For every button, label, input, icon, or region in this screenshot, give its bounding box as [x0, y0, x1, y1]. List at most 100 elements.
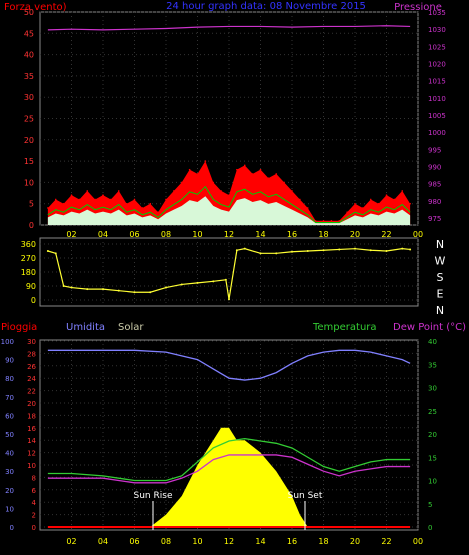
wind-direction-point — [149, 291, 152, 294]
time-tick-label: 00 — [413, 537, 423, 546]
wind-tick-label: 50 — [24, 8, 34, 17]
rain-tick-label: 8 — [32, 474, 36, 482]
time-tick-label: 02 — [66, 230, 76, 239]
rain-tick-label: 28 — [27, 350, 36, 358]
wind-point — [62, 202, 65, 205]
solar-area — [150, 427, 308, 527]
top-panel-data — [47, 25, 411, 225]
pressure-tick-label: 1015 — [428, 78, 446, 86]
wind-point — [188, 168, 191, 171]
rain-tick-label: 4 — [32, 499, 37, 507]
wind-direction-point — [275, 252, 278, 255]
humidity-tick-label: 100 — [1, 338, 14, 346]
wind-point — [236, 168, 238, 171]
time-tick-label: 12 — [224, 230, 234, 239]
wind-point — [393, 198, 396, 201]
time-tick-label: 18 — [318, 230, 328, 239]
rain-tick-label: 12 — [27, 450, 36, 458]
rain-tick-label: 6 — [32, 487, 37, 495]
rain-tick-label: 22 — [27, 388, 36, 396]
temperature-axis-title: Temperatura — [312, 322, 377, 333]
wind-tick-label: 5 — [29, 200, 34, 209]
rain-tick-label: 26 — [27, 363, 36, 371]
wind-point — [322, 219, 325, 222]
wind-point — [212, 181, 215, 184]
pressure-tick-label: 990 — [428, 164, 441, 172]
solar-axis-title: Solar — [118, 322, 144, 333]
wind-direction-point — [369, 249, 372, 252]
wind-point — [47, 207, 49, 209]
humidity-tick-label: 40 — [5, 450, 14, 458]
pressure-tick-label: 985 — [428, 181, 441, 189]
humidity-ticks: 0 10 20 30 40 50 60 70 80 90 100 — [1, 338, 14, 532]
wind-point — [275, 173, 278, 175]
wind-direction-point — [165, 286, 167, 289]
rain-tick-label: 2 — [32, 512, 36, 520]
wind-point — [243, 164, 246, 167]
wind-point — [220, 190, 222, 192]
wind-point — [196, 173, 199, 175]
rain-tick-label: 18 — [27, 412, 36, 420]
time-tick-label: 06 — [129, 230, 139, 239]
wind-point — [259, 168, 262, 171]
wind-direction-point — [401, 247, 404, 250]
wind-point — [117, 190, 120, 192]
wind-point — [157, 211, 159, 214]
time-tick-label: 08 — [161, 230, 171, 239]
wind-direction-point — [322, 249, 325, 252]
temperature-ticks: 0 5 10 15 20 25 30 35 40 — [428, 338, 437, 532]
time-tick-label: 16 — [287, 537, 297, 546]
pressure-axis-title: Pressione — [394, 2, 442, 13]
dew-point-line — [47, 454, 411, 484]
time-tick-label: 02 — [66, 537, 76, 546]
humidity-tick-label: 60 — [5, 412, 14, 420]
wind-point — [346, 211, 348, 214]
pressure-tick-label: 1020 — [428, 61, 446, 69]
wind-direction-line — [47, 248, 411, 300]
wind-tick-label: 0 — [29, 221, 34, 230]
rain-tick-label: 20 — [27, 400, 36, 408]
compass-letter: N — [436, 304, 444, 317]
time-tick-label: 22 — [381, 537, 391, 546]
wind-direction-point — [180, 283, 183, 286]
time-tick-label: 10 — [192, 230, 202, 239]
chart-title: 24 hour graph data: 08 Novembre 2015 — [166, 1, 366, 12]
compass-letter: S — [437, 271, 444, 284]
rain-tick-label: 16 — [27, 425, 36, 433]
humidity-tick-label: 90 — [5, 357, 14, 365]
direction-panel-grid — [40, 238, 419, 306]
wind-average-area — [47, 196, 411, 225]
pressure-line — [47, 25, 411, 31]
wind-tick-label: 45 — [24, 29, 34, 38]
wind-point — [401, 190, 404, 192]
wind-point — [385, 194, 388, 196]
time-tick-label: 20 — [350, 230, 360, 239]
temperature-tick-label: 20 — [428, 431, 437, 439]
top-panel-grid — [40, 11, 419, 226]
temperature-tick-label: 40 — [428, 338, 437, 346]
time-tick-label: 10 — [192, 537, 202, 546]
wind-point — [78, 198, 81, 201]
pressure-tick-label: 1010 — [428, 95, 446, 103]
direction-tick-label: 90 — [26, 282, 36, 291]
wind-point — [354, 202, 356, 205]
temperature-tick-label: 25 — [428, 408, 437, 416]
wind-point — [283, 181, 285, 184]
wind-speed-ticks: 0 5 10 15 20 25 30 35 40 45 50 — [24, 8, 34, 230]
humidity-tick-label: 80 — [5, 375, 14, 383]
humidity-tick-label: 20 — [5, 487, 14, 495]
wind-tick-label: 35 — [24, 72, 34, 81]
rain-tick-label: 30 — [27, 338, 36, 346]
bottom-panel-data — [47, 349, 411, 528]
time-tick-label: 04 — [98, 537, 108, 546]
pressure-tick-label: 1025 — [428, 43, 446, 51]
temperature-tick-label: 10 — [428, 478, 437, 486]
wind-point — [338, 219, 341, 222]
wind-point — [165, 198, 167, 201]
wind-point — [86, 190, 89, 192]
wind-point — [125, 202, 128, 205]
temperature-tick-label: 30 — [428, 385, 437, 393]
